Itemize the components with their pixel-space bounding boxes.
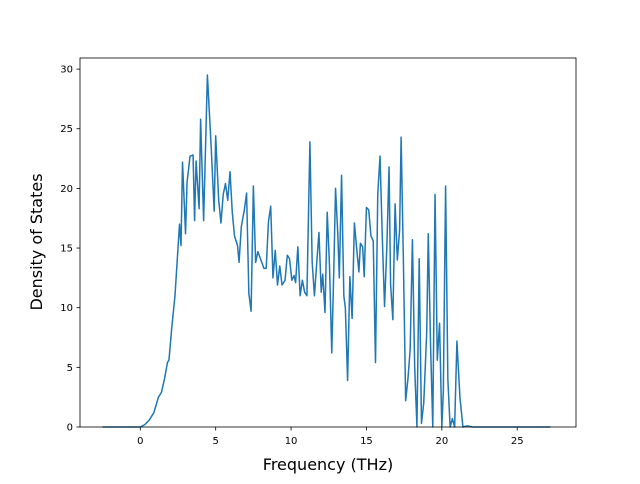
y-tick-label: 20	[60, 184, 73, 195]
y-tick-label: 10	[60, 303, 73, 314]
x-tick-label: 15	[360, 436, 373, 447]
x-tick-label: 0	[137, 436, 143, 447]
y-tick-label: 5	[67, 363, 73, 374]
x-tick-label: 10	[285, 436, 298, 447]
x-tick-label: 5	[212, 436, 218, 447]
y-tick-label: 0	[67, 423, 73, 434]
plot-frame	[79, 57, 577, 428]
y-tick-label: 30	[60, 65, 73, 76]
y-tick-label: 25	[60, 124, 73, 135]
y-axis-label: Density of States	[27, 173, 46, 310]
line-series	[102, 74, 551, 428]
x-axis-label: Frequency (THz)	[263, 455, 393, 474]
x-tick-label: 25	[511, 436, 524, 447]
y-tick-label: 15	[60, 244, 73, 255]
x-tick-label: 20	[435, 436, 448, 447]
